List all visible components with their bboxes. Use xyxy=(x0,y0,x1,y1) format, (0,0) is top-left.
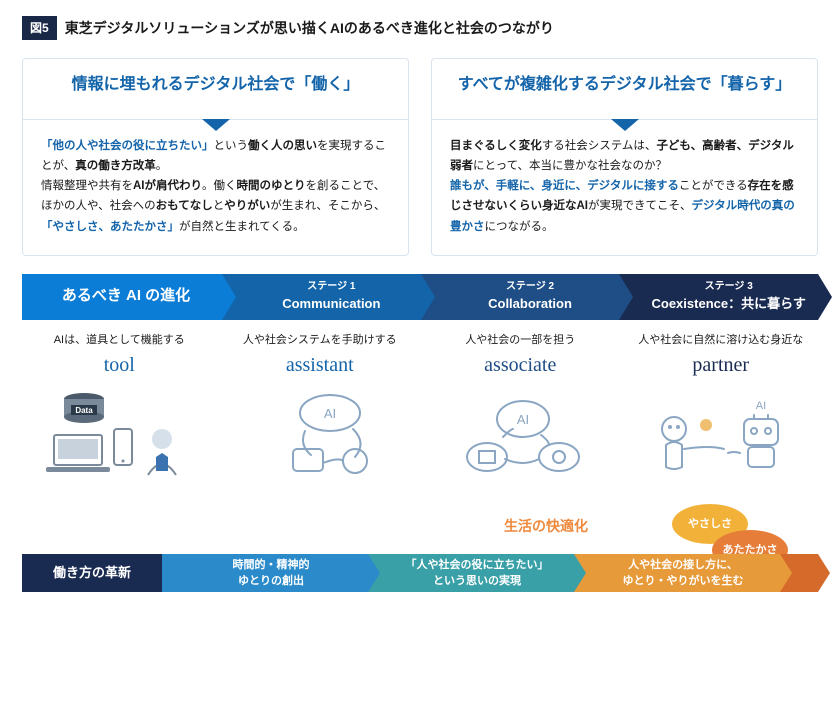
stage-1-label: Communication xyxy=(282,294,380,314)
tool-sketch: Data xyxy=(22,380,217,490)
life-label: 生活の快適化 xyxy=(504,516,588,537)
card-live: すべてが複雑化するデジタル社会で「暮らす」 目まぐるしく変化する社会システムは、… xyxy=(431,58,818,256)
card-work-body: 「他の人や社会の役に立ちたい」という働く人の思いを実現することが、真の働き方改革… xyxy=(23,120,408,255)
role-columns: AIは、道具として機能する tool Data xyxy=(22,332,818,491)
stage-3-label: Coexistence：共に暮らす xyxy=(652,294,806,314)
stage-0: あるべき AI の進化 xyxy=(22,274,222,320)
figure-title-text: 東芝デジタルソリューションズが思い描くAIのあるべき進化と社会のつながり xyxy=(65,18,554,39)
svg-text:AI: AI xyxy=(324,406,336,421)
svg-text:AI: AI xyxy=(517,412,529,427)
col-associate-sub: 人や社会の一部を担う xyxy=(423,332,618,349)
top-cards: 情報に埋もれるデジタル社会で「働く」 「他の人や社会の役に立ちたい」という働く人… xyxy=(22,58,818,256)
stage-2: ステージ 2 Collaboration xyxy=(421,274,620,320)
flow-step-3: 人や社会の接し方に、ゆとり・やりがいを生む xyxy=(574,554,780,592)
col-tool: AIは、道具として機能する tool Data xyxy=(22,332,217,491)
stage-3: ステージ 3 Coexistence：共に暮らす xyxy=(619,274,818,320)
card-work-title: 情報に埋もれるデジタル社会で「働く」 xyxy=(23,59,408,120)
figure-title: 図5 東芝デジタルソリューションズが思い描くAIのあるべき進化と社会のつながり xyxy=(22,16,818,40)
stage-2-super: ステージ 2 xyxy=(506,279,554,294)
col-partner-role: partner xyxy=(624,350,819,380)
svg-text:Data: Data xyxy=(76,406,94,415)
bottom-flow-area: 生活の快適化 やさしさ あたたかさ 働き方の革新 時間的・精神的ゆとりの創出 「… xyxy=(22,512,818,602)
card-work: 情報に埋もれるデジタル社会で「働く」 「他の人や社会の役に立ちたい」という働く人… xyxy=(22,58,409,256)
assistant-sketch: AI xyxy=(223,380,418,490)
flow-step-2: 「人や社会の役に立ちたい」という思いの実現 xyxy=(368,554,574,592)
svg-text:AI: AI xyxy=(756,400,766,412)
col-partner-sub: 人や社会に自然に溶け込む身近な xyxy=(624,332,819,349)
col-assistant-role: assistant xyxy=(223,350,418,380)
col-associate: 人や社会の一部を担う associate AI xyxy=(423,332,618,491)
stage-bar: あるべき AI の進化 ステージ 1 Communication ステージ 2 … xyxy=(22,274,818,320)
flow-label: 働き方の革新 xyxy=(22,554,162,592)
card-live-body: 目まぐるしく変化する社会システムは、子ども、高齢者、デジタル弱者にとって、本当に… xyxy=(432,120,817,255)
figure-badge: 図5 xyxy=(22,16,57,40)
col-partner: 人や社会に自然に溶け込む身近な partner AI xyxy=(624,332,819,491)
col-tool-role: tool xyxy=(22,350,217,380)
stage-0-label: あるべき AI の進化 xyxy=(62,285,190,308)
tool-icon: Data xyxy=(44,385,194,485)
stage-1: ステージ 1 Communication xyxy=(222,274,421,320)
col-associate-role: associate xyxy=(423,350,618,380)
associate-sketch: AI xyxy=(423,380,618,490)
col-assistant-sub: 人や社会システムを手助けする xyxy=(223,332,418,349)
flow-row: 働き方の革新 時間的・精神的ゆとりの創出 「人や社会の役に立ちたい」という思いの… xyxy=(22,544,818,602)
stage-1-super: ステージ 1 xyxy=(307,279,355,294)
flow-step-1: 時間的・精神的ゆとりの創出 xyxy=(162,554,368,592)
stage-3-super: ステージ 3 xyxy=(705,279,753,294)
col-tool-sub: AIは、道具として機能する xyxy=(22,332,217,349)
card-live-title: すべてが複雑化するデジタル社会で「暮らす」 xyxy=(432,59,817,120)
stage-2-label: Collaboration xyxy=(488,294,572,314)
partner-sketch: AI xyxy=(624,380,819,490)
col-assistant: 人や社会システムを手助けする assistant AI xyxy=(223,332,418,491)
